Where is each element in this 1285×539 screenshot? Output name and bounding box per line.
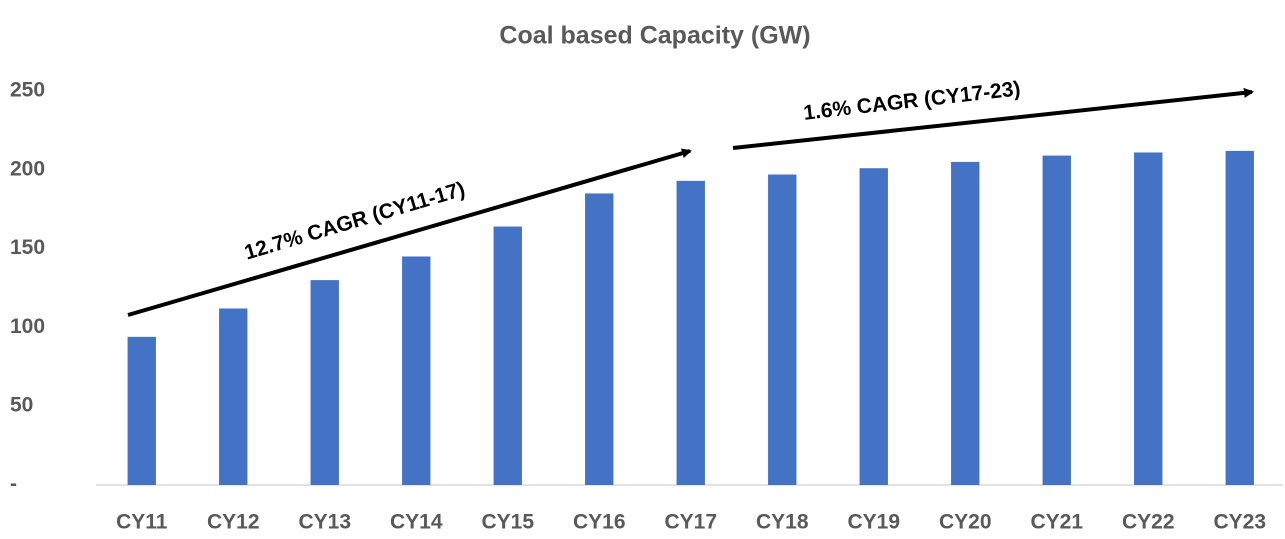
x-tick-label: CY11 [116,511,168,534]
x-tick-label: CY12 [207,511,260,534]
y-tick-label: 50 [10,394,33,417]
bar [127,336,156,485]
bar [493,226,522,485]
x-tick-label: CY18 [756,511,809,534]
bar [951,161,980,486]
bar [585,193,614,485]
x-tick-label: CY23 [1213,511,1266,534]
bar [1042,155,1071,485]
x-tick-label: CY13 [298,511,351,534]
x-tick-label: CY14 [390,511,443,534]
arrow [127,148,692,317]
y-tick-label: - [10,473,17,496]
y-tick-label: 250 [10,79,45,102]
x-tick-label: CY21 [1030,511,1083,534]
bar [402,256,431,485]
bar [676,180,705,485]
x-tick-label: CY22 [1122,511,1175,534]
bar [859,168,888,485]
chart-title: Coal based Capacity (GW) [499,22,810,50]
annotation: 1.6% CAGR (CY17-23) [802,77,1021,125]
x-tick-label: CY16 [573,511,626,534]
bar [219,308,248,485]
x-tick-label: CY20 [939,511,992,534]
y-tick-label: 150 [10,236,45,259]
x-tick-label: CY15 [481,511,534,534]
arrow [732,87,1254,150]
bar [1134,152,1163,486]
x-tick-label: CY19 [847,511,900,534]
y-tick-label: 100 [10,315,45,338]
y-tick-label: 200 [10,157,45,180]
bar [1225,150,1254,485]
annotation: 12.7% CAGR (CY11-17) [242,178,468,265]
bar [768,174,797,485]
x-tick-label: CY17 [664,511,717,534]
bar [310,280,339,485]
